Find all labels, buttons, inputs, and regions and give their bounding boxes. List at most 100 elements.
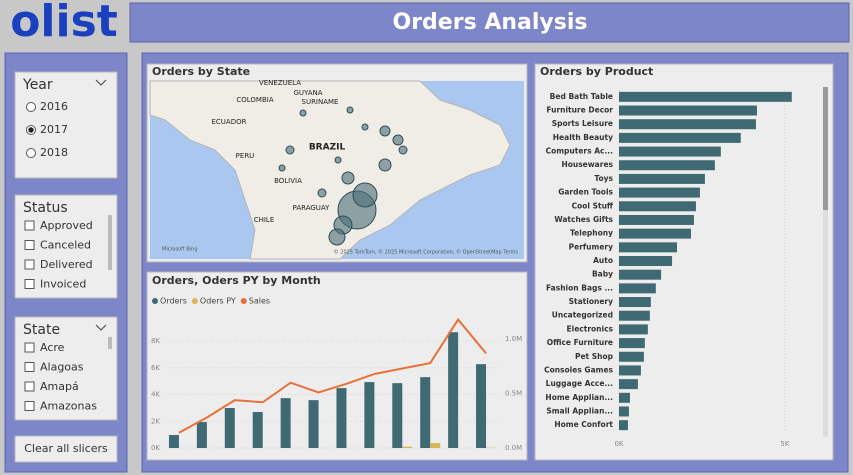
map-bubble xyxy=(334,156,342,164)
chart-title: Orders by Product xyxy=(540,65,653,78)
bar xyxy=(364,382,375,448)
map-bubble xyxy=(352,182,378,208)
y-tick-label: 0K xyxy=(151,444,160,452)
radio-dot xyxy=(28,127,34,133)
category-label: Furniture Decor xyxy=(546,106,613,115)
bar xyxy=(619,201,696,212)
chevron[interactable] xyxy=(95,79,107,86)
scrollbar[interactable] xyxy=(108,337,112,349)
category-label: Pet Shop xyxy=(575,352,614,361)
bar xyxy=(619,173,705,184)
y2-tick-label: 0.5M xyxy=(505,390,522,398)
map-label: VENEZUELA xyxy=(259,79,301,87)
category-label: Sports Leisure xyxy=(552,119,613,128)
category-label: Consoles Games xyxy=(544,365,613,374)
bar xyxy=(619,420,628,431)
product-chart-card xyxy=(534,63,834,461)
map-bubble xyxy=(341,171,355,185)
slicer-option[interactable]: Amazonas xyxy=(40,400,97,413)
map-bubble xyxy=(392,134,404,146)
category-label: Toys xyxy=(594,174,613,183)
category-label: Stationery xyxy=(569,297,613,306)
bar xyxy=(619,310,650,321)
map-copyright: © 2025 TomTom, © 2025 Microsoft Corporat… xyxy=(334,249,519,256)
legend-marker xyxy=(152,298,158,304)
bar xyxy=(280,398,291,448)
slicer-option[interactable]: 2017 xyxy=(40,123,68,136)
radio[interactable] xyxy=(26,148,36,158)
map-bubble xyxy=(398,145,408,155)
slicer-option[interactable]: Amapá xyxy=(40,380,79,393)
legend-label: Orders xyxy=(160,297,187,306)
map-bubble xyxy=(346,106,354,114)
checkbox[interactable] xyxy=(24,259,35,270)
scrollbar-thumb[interactable] xyxy=(823,87,828,210)
chevron[interactable] xyxy=(95,324,107,331)
bar xyxy=(619,228,691,239)
map-label: SURINAME xyxy=(302,98,339,106)
bar xyxy=(619,338,645,349)
category-label: Telephony xyxy=(570,229,613,238)
clear-button-label[interactable]: Clear all slicers xyxy=(24,442,108,455)
legend-marker xyxy=(240,298,247,304)
slicer-option[interactable]: 2016 xyxy=(40,100,68,113)
category-label: Cool Stuff xyxy=(572,201,614,210)
category-label: Home Confort xyxy=(554,420,613,429)
radio[interactable] xyxy=(26,102,36,112)
category-label: Small Applian... xyxy=(546,406,613,415)
bar xyxy=(619,214,694,225)
map-bubble xyxy=(285,145,295,155)
category-label: Office Furniture xyxy=(547,338,613,347)
checkbox[interactable] xyxy=(24,220,35,231)
y-tick-label: 4K xyxy=(151,391,160,399)
slicer-option[interactable]: Alagoas xyxy=(40,361,84,374)
bar xyxy=(619,91,792,102)
bar xyxy=(448,332,459,448)
slicer-option[interactable]: Canceled xyxy=(40,239,91,252)
bar xyxy=(308,400,319,448)
checkbox[interactable] xyxy=(24,279,35,289)
category-label: Electronics xyxy=(567,324,614,333)
bar xyxy=(224,408,235,448)
map-bubble xyxy=(378,158,392,172)
slicer-option[interactable]: Acre xyxy=(40,341,65,354)
scrollbar[interactable] xyxy=(108,215,112,270)
bar xyxy=(196,422,207,448)
bar xyxy=(392,383,403,448)
legend-label: Oders PY xyxy=(200,297,236,306)
y-tick-label: 8K xyxy=(151,337,160,345)
bar xyxy=(619,283,656,294)
slicer-title: Status xyxy=(23,200,68,216)
bar xyxy=(619,119,756,130)
slicer-option[interactable]: Invoiced xyxy=(40,278,86,291)
clear-button[interactable] xyxy=(14,435,118,463)
checkbox[interactable] xyxy=(24,401,35,411)
category-label: Baby xyxy=(592,270,613,279)
map-label: COLOMBIA xyxy=(236,96,273,104)
bar xyxy=(402,446,413,448)
bar xyxy=(252,412,263,448)
map-bubble xyxy=(317,188,327,198)
bar xyxy=(168,435,179,448)
category-label: Luggage Acce... xyxy=(546,379,613,388)
map-label: PERU xyxy=(236,152,255,160)
category-label: Health Beauty xyxy=(553,133,613,142)
y2-tick-label: 1.0M xyxy=(505,335,522,343)
category-label: Auto xyxy=(593,256,613,265)
slicer-option[interactable]: 2018 xyxy=(40,146,68,159)
checkbox[interactable] xyxy=(24,240,35,250)
checkbox[interactable] xyxy=(24,362,35,372)
chart-title: Orders, Oders PY by Month xyxy=(152,274,321,287)
map-title: Orders by State xyxy=(152,65,250,78)
bar xyxy=(619,324,648,335)
checkbox[interactable] xyxy=(24,381,35,392)
category-label: Home Applian... xyxy=(545,393,613,402)
slicer-option[interactable]: Approved xyxy=(40,219,93,232)
bar xyxy=(619,160,715,171)
slicer-title: State xyxy=(23,322,60,338)
checkbox[interactable] xyxy=(24,342,35,353)
slicer-option[interactable]: Delivered xyxy=(40,258,93,271)
legend-label: Sales xyxy=(249,297,270,306)
